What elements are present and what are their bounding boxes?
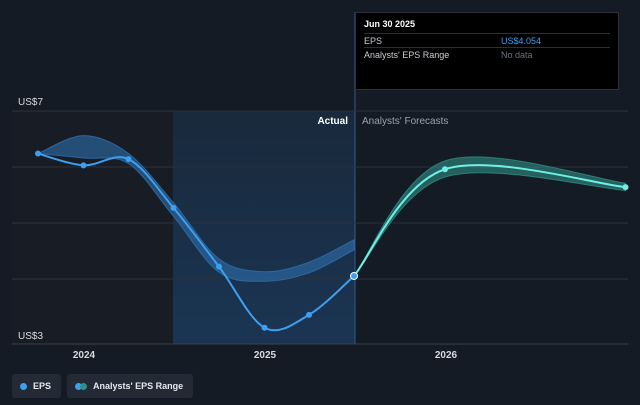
eps-point[interactable]	[261, 324, 268, 331]
legend-item-range[interactable]: Analysts' EPS Range	[67, 374, 194, 398]
eps-point[interactable]	[216, 263, 223, 270]
highlight-region	[173, 111, 355, 344]
legend-range-dot-icon	[75, 382, 83, 390]
forecast-point[interactable]	[622, 184, 629, 191]
forecast-label: Analysts' Forecasts	[362, 116, 448, 127]
x-tick-label-2026: 2026	[435, 350, 458, 361]
eps-point[interactable]	[306, 311, 313, 318]
tooltip-eps-value: US$4.054	[501, 36, 542, 46]
eps-point[interactable]	[170, 204, 177, 211]
legend-eps-dot-icon	[20, 382, 27, 390]
x-tick-label-2024: 2024	[73, 350, 96, 361]
tooltip-range-value: No data	[501, 50, 533, 60]
eps-point[interactable]	[125, 156, 132, 163]
legend-eps-label: EPS	[33, 381, 52, 391]
data-points	[35, 150, 629, 331]
x-tick-label-2025: 2025	[254, 350, 277, 361]
tooltip: Jun 30 2025 EPS US$4.054 Analysts' EPS R…	[355, 12, 619, 90]
y-tick-label-top: US$7	[18, 97, 43, 108]
tooltip-range-label: Analysts' EPS Range	[364, 50, 450, 60]
forecast-range-band	[353, 156, 627, 277]
eps-range-band	[37, 135, 355, 282]
legend-range-dot-icon-2	[80, 382, 88, 390]
legend: EPS Analysts' EPS Range	[12, 374, 194, 400]
eps-line	[37, 152, 355, 332]
forecast-point[interactable]	[442, 166, 449, 173]
legend-range-label: Analysts' EPS Range	[93, 381, 184, 391]
eps-point[interactable]	[35, 150, 42, 157]
tooltip-row-eps: EPS US$4.054	[364, 33, 610, 48]
legend-item-eps[interactable]: EPS	[12, 374, 62, 398]
eps-point[interactable]	[80, 162, 87, 169]
y-tick-label-bottom: US$3	[18, 331, 43, 342]
tooltip-eps-label: EPS	[364, 36, 383, 46]
eps-point[interactable]	[350, 271, 359, 280]
tooltip-row-range: Analysts' EPS Range No data	[364, 47, 610, 62]
actual-label: Actual	[317, 116, 348, 127]
tooltip-title: Jun 30 2025	[364, 19, 416, 29]
